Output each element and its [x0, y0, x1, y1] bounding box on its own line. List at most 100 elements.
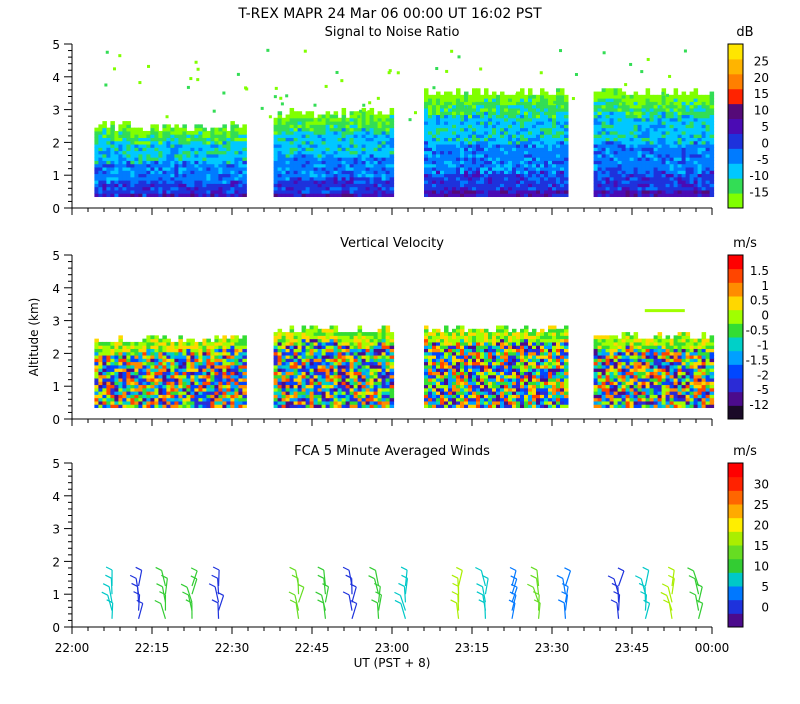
heatmap-cell	[452, 111, 457, 115]
heatmap-cell	[162, 131, 167, 135]
heatmap-cell	[610, 154, 615, 158]
heatmap-cell	[146, 167, 151, 171]
heatmap-cell	[294, 128, 299, 132]
heatmap-cell	[670, 111, 675, 115]
heatmap-cell	[186, 355, 191, 359]
heatmap-cell	[448, 121, 453, 125]
heatmap-speckle	[473, 99, 476, 102]
heatmap-cell	[448, 115, 453, 119]
heatmap-cell	[666, 167, 671, 171]
heatmap-cell	[638, 98, 643, 102]
heatmap-cell	[654, 157, 659, 161]
heatmap-cell	[464, 121, 469, 125]
heatmap-cell	[134, 365, 139, 369]
heatmap-cell	[238, 401, 243, 405]
heatmap-cell	[560, 101, 565, 105]
heatmap-cell	[306, 385, 311, 389]
heatmap-cell	[158, 167, 163, 171]
heatmap-cell	[110, 385, 115, 389]
heatmap-cell	[218, 352, 223, 356]
heatmap-cell	[460, 190, 465, 194]
heatmap-cell	[444, 190, 449, 194]
heatmap-cell	[598, 154, 603, 158]
heatmap-cell	[536, 124, 541, 128]
heatmap-cell	[424, 141, 429, 145]
heatmap-cell	[634, 151, 639, 155]
heatmap-cell	[666, 144, 671, 148]
heatmap-cell	[110, 404, 115, 408]
heatmap-cell	[602, 128, 607, 132]
heatmap-cell	[278, 335, 283, 339]
heatmap-cell	[512, 144, 517, 148]
heatmap-cell	[322, 115, 327, 119]
heatmap-cell	[302, 177, 307, 181]
heatmap-cell	[322, 183, 327, 187]
heatmap-cell	[436, 157, 441, 161]
heatmap-cell	[102, 190, 107, 194]
heatmap-cell	[374, 131, 379, 135]
colorbar-swatch	[728, 74, 743, 89]
heatmap-cell	[162, 375, 167, 379]
heatmap-cell	[234, 365, 239, 369]
heatmap-cell	[150, 128, 155, 132]
heatmap-cell	[130, 183, 135, 187]
heatmap-cell	[242, 134, 247, 138]
heatmap-cell	[472, 167, 477, 171]
heatmap-cell	[670, 190, 675, 194]
heatmap-cell	[138, 157, 143, 161]
heatmap-cell	[134, 398, 139, 402]
heatmap-cell	[614, 101, 619, 105]
heatmap-cell	[666, 174, 671, 178]
heatmap-cell	[142, 170, 147, 174]
heatmap-cell	[424, 95, 429, 99]
heatmap-cell	[154, 362, 159, 366]
heatmap-cell	[102, 177, 107, 181]
heatmap-cell	[670, 187, 675, 191]
heatmap-cell	[326, 167, 331, 171]
heatmap-cell	[126, 154, 130, 158]
heatmap-cell	[286, 391, 291, 395]
heatmap-cell	[460, 164, 465, 168]
heatmap-cell	[702, 190, 707, 194]
heatmap-cell	[238, 398, 243, 402]
heatmap-cell	[432, 137, 437, 141]
heatmap-cell	[186, 151, 191, 155]
heatmap-cell	[658, 111, 663, 115]
heatmap-cell	[310, 144, 315, 148]
heatmap-cell	[150, 193, 155, 197]
heatmap-cell	[496, 174, 501, 178]
heatmap-cell	[282, 368, 287, 372]
heatmap-cell	[484, 137, 489, 141]
heatmap-cell	[610, 174, 615, 178]
heatmap-cell	[528, 174, 533, 178]
heatmap-cell	[658, 180, 663, 184]
heatmap-cell	[154, 394, 159, 398]
heatmap-cell	[126, 391, 130, 395]
heatmap-cell	[564, 190, 569, 194]
heatmap-cell	[182, 193, 187, 197]
heatmap-cell	[710, 187, 715, 191]
heatmap-cell	[158, 345, 163, 349]
heatmap-cell	[302, 381, 307, 385]
heatmap-cell	[314, 183, 319, 187]
heatmap-cell	[544, 141, 549, 145]
heatmap-cell	[390, 111, 395, 115]
heatmap-cell	[98, 180, 103, 184]
heatmap-cell	[432, 177, 437, 181]
heatmap-speckle	[668, 75, 671, 78]
heatmap-cell	[374, 174, 379, 178]
heatmap-cell	[318, 187, 323, 191]
heatmap-cell	[102, 141, 107, 145]
heatmap-cell	[690, 101, 695, 105]
heatmap-cell	[670, 170, 675, 174]
heatmap-cell	[178, 180, 183, 184]
heatmap-cell	[322, 164, 327, 168]
heatmap-cell	[424, 128, 429, 132]
heatmap-cell	[206, 147, 211, 151]
heatmap-cell	[150, 348, 155, 352]
heatmap-cell	[634, 190, 639, 194]
heatmap-cell	[650, 177, 655, 181]
heatmap-cell	[658, 121, 663, 125]
heatmap-cell	[298, 187, 303, 191]
heatmap-cell	[480, 134, 485, 138]
